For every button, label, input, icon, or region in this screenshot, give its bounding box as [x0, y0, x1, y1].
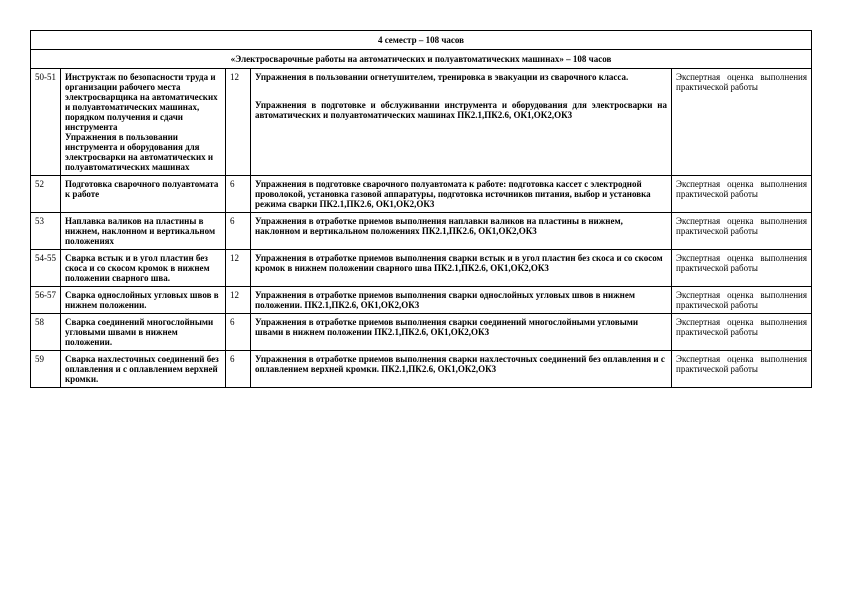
table-row: 56-57 Сварка однослойных угловых швов в … — [31, 287, 812, 314]
row-content: Упражнения в отработке приемов выполнени… — [251, 287, 672, 314]
table-row: 50-51 Инструктаж по безопасности труда и… — [31, 69, 812, 176]
row-hours: 12 — [226, 287, 251, 314]
row-assessment: Экспертная оценка выполнения практическо… — [672, 176, 812, 213]
row-topic: Подготовка сварочного полуавтомата к раб… — [61, 176, 226, 213]
row-topic: Наплавка валиков на пластины в нижнем, н… — [61, 213, 226, 250]
row-hours: 6 — [226, 176, 251, 213]
row-number: 50-51 — [31, 69, 61, 176]
row-number: 53 — [31, 213, 61, 250]
row-content: Упражнения в отработке приемов выполнени… — [251, 213, 672, 250]
row-number: 56-57 — [31, 287, 61, 314]
table-row: 58 Сварка соединений многослойными углов… — [31, 314, 812, 351]
row-topic: Сварка нахлесточных соединений без оплав… — [61, 351, 226, 388]
row-content: Упражнения в подготовке сварочного полуа… — [251, 176, 672, 213]
content-part-b: Упражнения в подготовке и обслуживании и… — [255, 100, 667, 120]
row-assessment: Экспертная оценка выполнения практическо… — [672, 250, 812, 287]
row-assessment: Экспертная оценка выполнения практическо… — [672, 69, 812, 176]
row-assessment: Экспертная оценка выполнения практическо… — [672, 213, 812, 250]
table-row: 52 Подготовка сварочного полуавтомата к … — [31, 176, 812, 213]
row-number: 52 — [31, 176, 61, 213]
row-content: Упражнения в отработке приемов выполнени… — [251, 351, 672, 388]
row-assessment: Экспертная оценка выполнения практическо… — [672, 314, 812, 351]
row-number: 59 — [31, 351, 61, 388]
row-topic: Сварка однослойных угловых швов в нижнем… — [61, 287, 226, 314]
row-number: 58 — [31, 314, 61, 351]
semester-header-row: 4 семестр – 108 часов — [31, 31, 812, 50]
row-assessment: Экспертная оценка выполнения практическо… — [672, 351, 812, 388]
row-hours: 12 — [226, 69, 251, 176]
row-hours: 6 — [226, 213, 251, 250]
table-row: 54-55 Сварка встык и в угол пластин без … — [31, 250, 812, 287]
row-topic: Сварка соединений многослойными угловыми… — [61, 314, 226, 351]
row-content: Упражнения в отработке приемов выполнени… — [251, 250, 672, 287]
row-topic: Инструктаж по безопасности труда и орган… — [61, 69, 226, 176]
row-content: Упражнения в пользовании огнетушителем, … — [251, 69, 672, 176]
module-header: «Электросварочные работы на автоматическ… — [31, 50, 812, 69]
curriculum-table: 4 семестр – 108 часов «Электросварочные … — [30, 30, 812, 388]
table-row: 59 Сварка нахлесточных соединений без оп… — [31, 351, 812, 388]
row-hours: 6 — [226, 314, 251, 351]
row-assessment: Экспертная оценка выполнения практическо… — [672, 287, 812, 314]
row-hours: 6 — [226, 351, 251, 388]
row-content: Упражнения в отработке приемов выполнени… — [251, 314, 672, 351]
semester-header: 4 семестр – 108 часов — [31, 31, 812, 50]
table-row: 53 Наплавка валиков на пластины в нижнем… — [31, 213, 812, 250]
module-header-row: «Электросварочные работы на автоматическ… — [31, 50, 812, 69]
content-part-a: Упражнения в пользовании огнетушителем, … — [255, 72, 667, 82]
row-hours: 12 — [226, 250, 251, 287]
row-number: 54-55 — [31, 250, 61, 287]
row-topic: Сварка встык и в угол пластин без скоса … — [61, 250, 226, 287]
